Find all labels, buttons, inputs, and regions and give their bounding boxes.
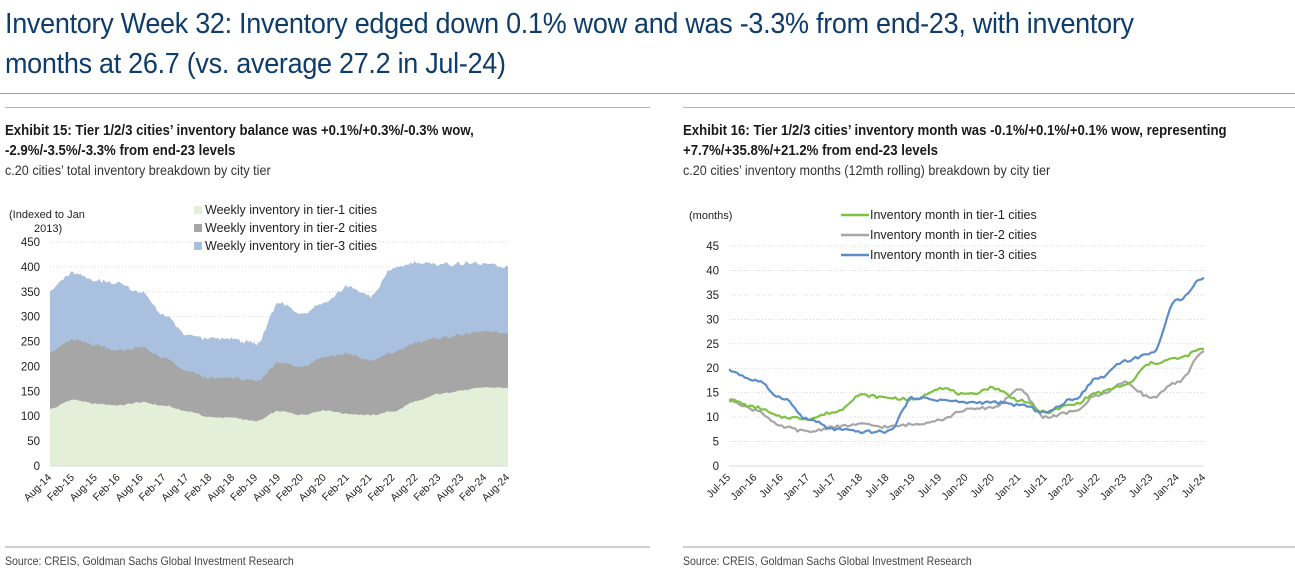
- right-exhibit-subtitle: c.20 cities’ inventory months (12mth rol…: [683, 162, 1051, 178]
- y-axis-label: (months): [689, 210, 732, 222]
- y-tick-label: 0: [713, 461, 719, 473]
- y-tick-label: 35: [706, 290, 719, 302]
- left-panel-top-rule: [5, 107, 650, 108]
- left-source-note: Source: CREIS, Goldman Sachs Global Inve…: [5, 554, 294, 568]
- title-divider: [0, 93, 1295, 94]
- legend: Weekly inventory in tier-1 cities Weekly …: [194, 203, 377, 253]
- x-axis-ticks: Aug-14Feb-15Aug-15Feb-16Aug-16Feb-17Aug-…: [22, 472, 513, 505]
- area-tier-1: [50, 387, 508, 466]
- page-title-line-1: Inventory Week 32: Inventory edged down …: [5, 8, 1134, 40]
- line-tier-2: [728, 350, 1205, 434]
- legend-label: Weekly inventory in tier-1 cities: [205, 203, 377, 217]
- left-exhibit-title-line-1: Exhibit 15: Tier 1/2/3 cities’ inventory…: [5, 122, 474, 139]
- grid-lines: [729, 245, 1204, 467]
- legend: Inventory month in tier-1 cities Inventor…: [841, 208, 1037, 262]
- right-source-note: Source: CREIS, Goldman Sachs Global Inve…: [683, 554, 972, 568]
- x-tick-label: Jan-23: [1098, 472, 1129, 503]
- page-title: Inventory Week 32: Inventory edged down …: [5, 4, 1200, 84]
- right-exhibit-title: Exhibit 16: Tier 1/2/3 cities’ inventory…: [683, 121, 1227, 161]
- y-tick-label: 45: [706, 241, 719, 253]
- legend-swatch: [194, 206, 202, 214]
- y-tick-label: 150: [21, 386, 40, 398]
- y-tick-label: 15: [706, 388, 719, 400]
- y-tick-label: 25: [706, 339, 719, 351]
- x-tick-label: Jul-24: [1179, 472, 1208, 501]
- x-axis-ticks: Jul-15Jan-16Jul-16Jan-17Jul-17Jan-18Jul-…: [704, 472, 1208, 503]
- right-exhibit-title-line-2: +7.7%/+35.8%/+21.2% from end-23 levels: [683, 142, 938, 159]
- right-panel-top-rule: [683, 107, 1295, 108]
- line-chart: 0 5 10 15 20 25 30 35 40 45 Jul-15Jan-16Jul-16Jan…: [689, 208, 1208, 503]
- x-tick-label: Jan-24: [1151, 472, 1182, 503]
- x-tick-label: Jan-20: [939, 472, 970, 503]
- area-series: [50, 260, 508, 467]
- y-tick-label: 100: [21, 411, 40, 423]
- legend-label: Weekly inventory in tier-3 cities: [205, 239, 377, 253]
- y-tick-label: 200: [21, 361, 40, 373]
- page-title-line-2: months at 26.7 (vs. average 27.2 in Jul-…: [5, 48, 506, 80]
- y-tick-label: 350: [21, 287, 40, 299]
- stacked-area-chart: 0 50 100 150 200 250 300 350 400 450 Aug-14Feb-15…: [9, 203, 513, 505]
- y-tick-label: 300: [21, 312, 40, 324]
- y-tick-label: 5: [713, 437, 719, 449]
- left-exhibit-title-line-2: -2.9%/-3.5%/-3.3% from end-23 levels: [5, 142, 236, 159]
- x-tick-label: Jan-16: [728, 472, 759, 503]
- y-tick-label: 20: [706, 363, 719, 375]
- y-tick-label: 40: [706, 265, 719, 277]
- line-tier-3: [728, 276, 1205, 435]
- legend-label: Inventory month in tier-2 cities: [870, 228, 1037, 242]
- legend-swatch: [194, 224, 202, 232]
- x-tick-label: Jan-22: [1045, 472, 1076, 503]
- y-tick-label: 400: [21, 262, 40, 274]
- left-panel-bottom-rule: [5, 546, 650, 548]
- left-exhibit-title: Exhibit 15: Tier 1/2/3 cities’ inventory…: [5, 121, 474, 161]
- y-tick-label: 10: [706, 412, 719, 424]
- x-tick-label: Jan-21: [992, 472, 1023, 503]
- right-panel-bottom-rule: [683, 546, 1295, 548]
- left-exhibit-subtitle: c.20 cities’ total inventory breakdown b…: [5, 162, 271, 178]
- legend-label: Inventory month in tier-3 cities: [870, 248, 1037, 262]
- legend-label: Weekly inventory in tier-2 cities: [205, 221, 377, 235]
- x-tick-label: Jan-18: [834, 472, 865, 503]
- y-tick-label: 250: [21, 337, 40, 349]
- x-tick-label: Jan-19: [887, 472, 918, 503]
- right-exhibit-title-line-1: Exhibit 16: Tier 1/2/3 cities’ inventory…: [683, 122, 1227, 139]
- y-tick-label: 450: [21, 237, 40, 249]
- y-axis-label-line-1: (Indexed to Jan: [9, 209, 85, 221]
- line-series: [728, 276, 1205, 435]
- y-tick-label: 50: [27, 436, 40, 448]
- x-tick-label: Jan-17: [781, 472, 812, 503]
- y-axis-ticks: 0 5 10 15 20 25 30 35 40 45: [706, 241, 719, 473]
- y-axis-ticks: 0 50 100 150 200 250 300 350 400 450: [21, 237, 40, 473]
- y-tick-label: 0: [34, 461, 40, 473]
- y-axis-label-line-2: 2013): [34, 223, 62, 235]
- legend-label: Inventory month in tier-1 cities: [870, 208, 1037, 222]
- legend-swatch: [194, 242, 202, 250]
- y-tick-label: 30: [706, 314, 719, 326]
